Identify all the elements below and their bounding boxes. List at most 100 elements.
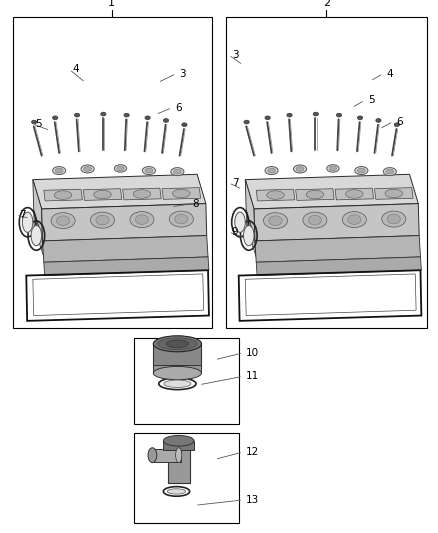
Text: 13: 13 (246, 495, 259, 505)
Ellipse shape (164, 380, 191, 387)
Polygon shape (83, 189, 122, 200)
Polygon shape (33, 180, 42, 238)
Ellipse shape (385, 189, 403, 198)
Ellipse shape (265, 116, 270, 119)
Text: 8: 8 (193, 199, 199, 209)
Text: 1: 1 (108, 0, 115, 8)
Polygon shape (255, 236, 420, 262)
Ellipse shape (153, 367, 201, 379)
Text: 6: 6 (175, 103, 182, 112)
Ellipse shape (51, 213, 75, 229)
Ellipse shape (175, 214, 188, 224)
Ellipse shape (32, 120, 37, 124)
Ellipse shape (53, 167, 66, 175)
Ellipse shape (163, 435, 194, 446)
Ellipse shape (168, 439, 190, 448)
Ellipse shape (114, 165, 127, 172)
Text: 12: 12 (246, 447, 259, 457)
Ellipse shape (265, 167, 278, 175)
Polygon shape (245, 180, 255, 238)
Ellipse shape (235, 212, 245, 232)
Ellipse shape (386, 169, 394, 174)
Polygon shape (335, 188, 374, 200)
Ellipse shape (308, 215, 321, 225)
Polygon shape (168, 443, 190, 483)
Text: 11: 11 (246, 372, 259, 381)
Ellipse shape (287, 114, 292, 117)
Ellipse shape (394, 123, 399, 126)
Ellipse shape (90, 212, 115, 228)
Polygon shape (163, 441, 194, 450)
Ellipse shape (357, 168, 365, 173)
Ellipse shape (357, 116, 363, 120)
Ellipse shape (22, 212, 33, 232)
Ellipse shape (55, 168, 63, 173)
Ellipse shape (342, 212, 366, 228)
Ellipse shape (133, 190, 151, 198)
Polygon shape (153, 365, 201, 373)
Polygon shape (374, 188, 413, 199)
Bar (134, 433, 239, 523)
Ellipse shape (101, 112, 106, 116)
Ellipse shape (268, 168, 276, 173)
Polygon shape (123, 188, 161, 200)
Ellipse shape (293, 165, 307, 173)
Ellipse shape (130, 212, 154, 228)
Polygon shape (245, 174, 418, 209)
Ellipse shape (135, 215, 148, 224)
Bar (226, 17, 427, 328)
Text: 7: 7 (232, 178, 238, 188)
Ellipse shape (269, 216, 282, 225)
Ellipse shape (74, 114, 80, 117)
Ellipse shape (148, 448, 157, 463)
Ellipse shape (145, 116, 150, 120)
Ellipse shape (355, 167, 368, 175)
Polygon shape (254, 204, 419, 241)
Text: 5: 5 (368, 95, 374, 105)
Ellipse shape (336, 114, 342, 117)
Ellipse shape (163, 118, 169, 122)
Ellipse shape (117, 166, 124, 171)
Ellipse shape (267, 191, 284, 199)
Ellipse shape (170, 211, 194, 227)
Polygon shape (42, 236, 208, 262)
Text: 3: 3 (180, 69, 186, 78)
Ellipse shape (94, 190, 111, 199)
Polygon shape (256, 257, 421, 276)
Polygon shape (33, 174, 206, 209)
Ellipse shape (166, 340, 188, 348)
Polygon shape (256, 189, 295, 201)
Ellipse shape (383, 168, 396, 176)
Ellipse shape (81, 165, 94, 173)
Ellipse shape (158, 338, 197, 350)
Text: 6: 6 (396, 117, 403, 126)
Text: 10: 10 (246, 348, 259, 358)
Ellipse shape (153, 336, 201, 352)
Ellipse shape (173, 189, 190, 198)
Ellipse shape (31, 225, 42, 246)
Ellipse shape (53, 116, 58, 119)
Text: 3: 3 (232, 50, 238, 60)
Ellipse shape (329, 166, 336, 171)
Polygon shape (152, 449, 181, 462)
Ellipse shape (96, 215, 109, 225)
Text: 9: 9 (232, 227, 238, 237)
Ellipse shape (244, 225, 254, 246)
Text: 2: 2 (323, 0, 330, 8)
Ellipse shape (381, 211, 406, 227)
Ellipse shape (376, 118, 381, 122)
Polygon shape (34, 210, 44, 257)
Ellipse shape (54, 191, 72, 199)
Ellipse shape (57, 216, 70, 225)
Ellipse shape (173, 169, 181, 174)
Polygon shape (44, 189, 82, 201)
Ellipse shape (306, 190, 324, 199)
Text: 7: 7 (19, 210, 26, 220)
Ellipse shape (313, 112, 318, 116)
Ellipse shape (145, 168, 153, 173)
Bar (13, 17, 212, 328)
Ellipse shape (84, 166, 92, 172)
Ellipse shape (387, 214, 400, 224)
Ellipse shape (346, 190, 363, 198)
Ellipse shape (176, 448, 182, 463)
